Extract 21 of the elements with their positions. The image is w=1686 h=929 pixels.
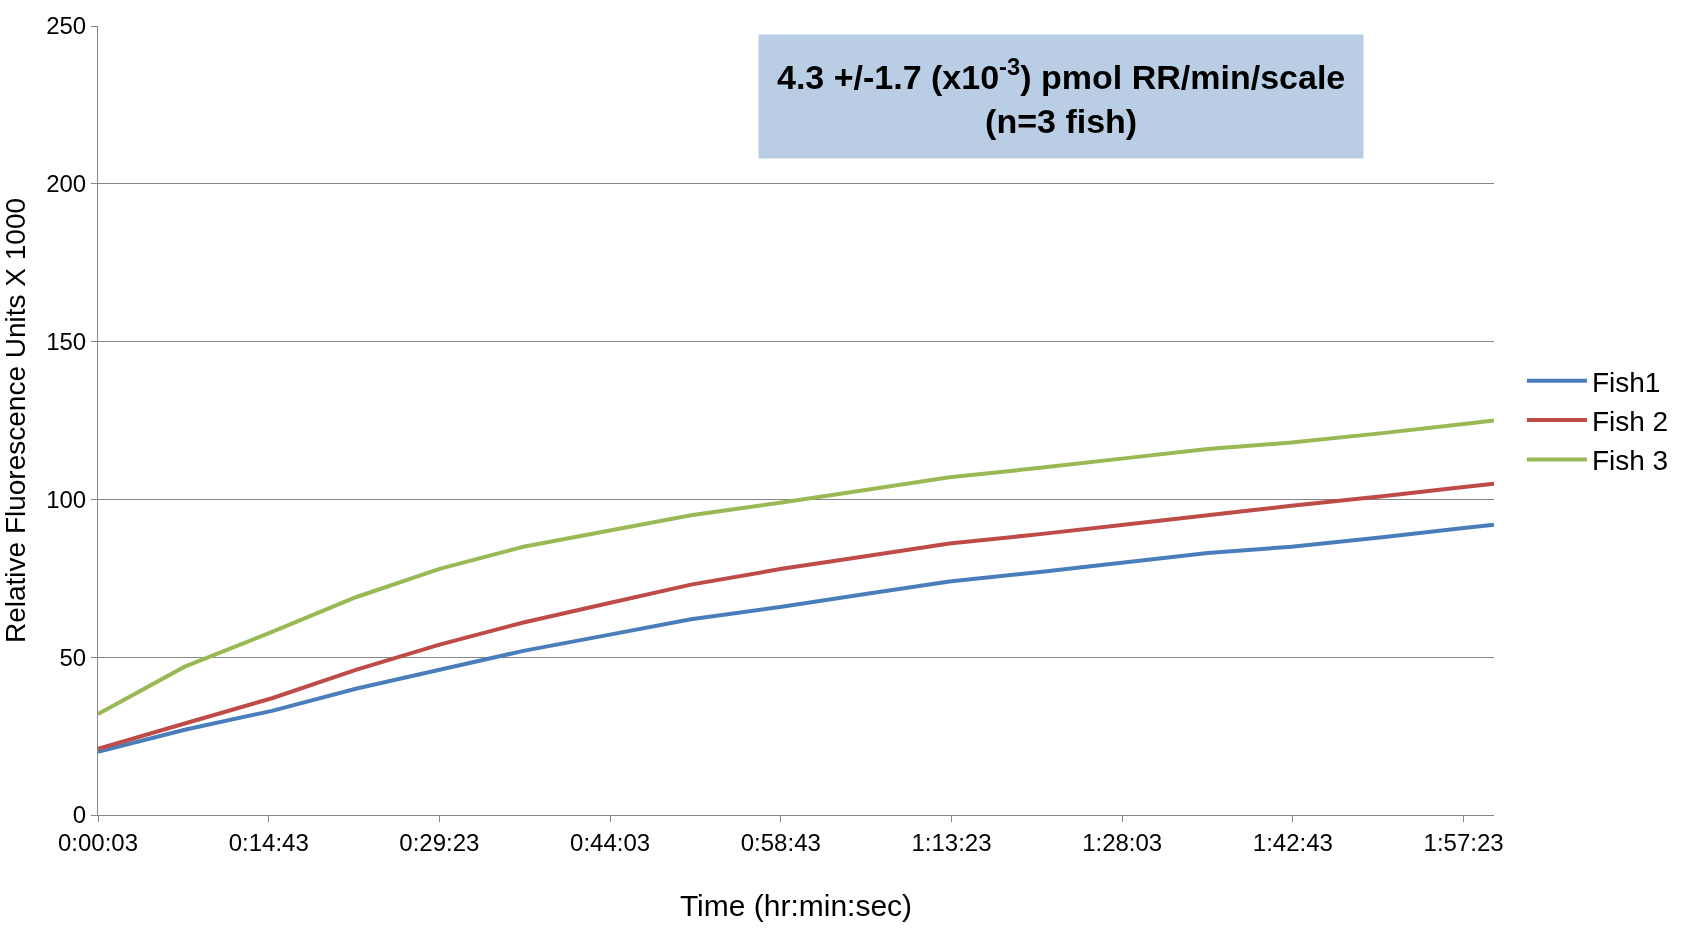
- x-axis-title: Time (hr:min:sec): [679, 889, 913, 923]
- x-tick-label: 0:58:43: [740, 828, 821, 856]
- y-axis-title: Relative Fluorescence Units X 1000: [0, 197, 31, 644]
- x-tick-label: 0:44:03: [570, 828, 651, 856]
- legend-label: Fish 3: [1591, 445, 1669, 477]
- y-tick-label: 200: [46, 170, 87, 198]
- y-tick-label: 50: [59, 643, 87, 671]
- x-tick-label: 1:28:03: [1082, 828, 1163, 856]
- y-tick-label: 100: [46, 485, 87, 513]
- x-tick-label: 0:00:03: [57, 828, 139, 856]
- x-tick-label: 1:13:23: [911, 828, 992, 856]
- x-tick-label: 1:42:43: [1252, 828, 1333, 856]
- x-tick-label: 0:14:43: [228, 828, 309, 856]
- x-tick-label: 0:29:23: [399, 828, 480, 856]
- y-tick-label: 250: [46, 12, 87, 40]
- legend-label: Fish1: [1591, 366, 1661, 398]
- y-tick-label: 0: [72, 801, 87, 829]
- annotation: 4.3 +/-1.7 (x10$^{-3}$) pmol RR/min/scale (n=3 fish): [777, 53, 1346, 141]
- x-tick-label: 1:57:23: [1423, 828, 1504, 856]
- y-tick-label: 150: [46, 328, 87, 355]
- legend-label: Fish 2: [1591, 406, 1669, 438]
